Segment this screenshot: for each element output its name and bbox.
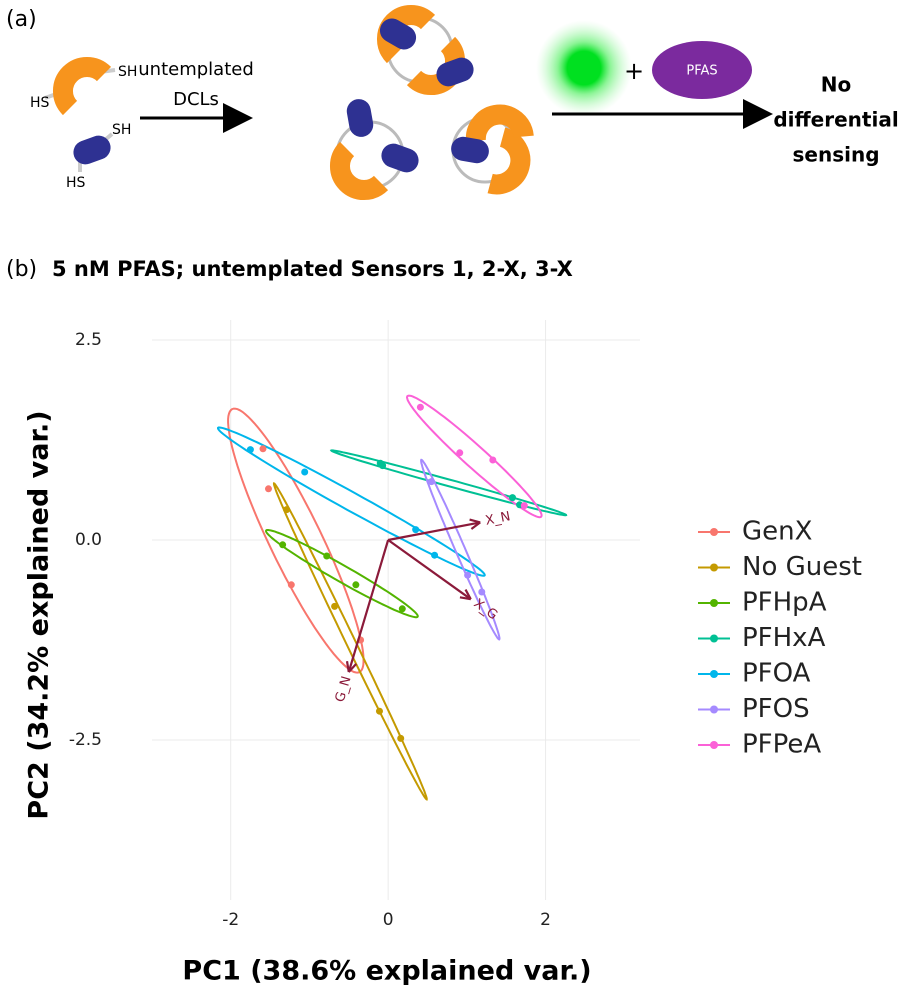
legend-label: PFOS [742,694,810,724]
data-point [279,541,287,549]
data-point [520,502,528,510]
data-point [331,602,339,610]
legend-marker [710,563,718,572]
y-tick-label: 0.0 [75,530,102,550]
arrow-head [459,589,472,601]
confidence-ellipse [405,394,543,519]
confidence-ellipse [264,529,419,619]
legend-marker [710,528,718,536]
legend-label: PFOA [742,659,811,689]
data-point [478,588,486,596]
legend-marker [710,741,718,749]
loading-arrow [387,521,481,542]
data-point [283,506,291,514]
thiol-label: HS [66,175,86,191]
data-point [379,462,387,470]
confidence-ellipse [420,458,501,641]
loading-arrow [347,539,390,673]
x-tick-label: 2 [540,910,551,930]
schematic: (a) SH HS SH HS untemplated DCLs + PFAS … [6,7,899,191]
y-axis-title: PC2 (34.2% explained var.) [24,410,55,819]
data-point [264,485,272,493]
arrow-text: DCLs [173,89,219,110]
loading-arrow [387,539,472,601]
data-point [375,707,383,715]
x-tick-label: 0 [383,910,394,930]
panel-label: (b) [6,257,37,282]
data-point [431,551,439,559]
result-text: No [821,73,851,97]
legend-label: PFPeA [742,730,821,760]
data-point [456,449,464,457]
thiol-label: HS [30,95,50,111]
y-tick-label: -2.5 [69,730,102,750]
data-point [412,526,420,534]
arrow-label: X_N [484,509,512,528]
data-point [301,468,309,476]
data-point [416,403,424,411]
legend-label: No Guest [742,552,862,582]
chart-title: 5 nM PFAS; untemplated Sensors 1, 2-X, 3… [52,257,573,281]
arrow-label: X_G [471,596,500,623]
data-point [508,494,516,502]
data-point [398,605,406,613]
data-point [246,446,254,454]
confidence-ellipse [217,426,486,577]
data-point [287,581,295,589]
result-text: differential [773,108,898,132]
legend-marker [710,670,718,678]
data-point [489,456,497,464]
confidence-ellipse [329,449,568,517]
result-text: sensing [792,143,879,167]
data-point [259,445,267,453]
legend-label: PFHpA [742,588,827,618]
data-point [397,734,405,742]
data-point [427,478,435,486]
data-point [464,571,472,579]
legend-marker [710,599,718,607]
arrow-head [345,660,358,673]
arrow-text: untemplated [138,59,254,80]
x-axis-title: PC1 (38.6% explained var.) [182,956,591,987]
confidence-ellipse [272,481,428,801]
y-tick-label: 2.5 [75,330,102,350]
guest-label: PFAS [686,64,717,79]
legend-marker [710,705,718,714]
thiol-label: SH [112,122,131,138]
thiol-label: SH [118,64,137,80]
panel-label: (a) [6,7,37,32]
x-tick-label: -2 [222,910,239,930]
legend-label: GenX [742,517,812,547]
legend-marker [710,634,718,643]
data-point [352,581,360,589]
plus-sign: + [624,57,644,85]
arrow-label: G_N [333,674,355,704]
data-point [323,552,331,560]
arrow-head [469,518,481,530]
legend-label: PFHxA [742,623,826,653]
